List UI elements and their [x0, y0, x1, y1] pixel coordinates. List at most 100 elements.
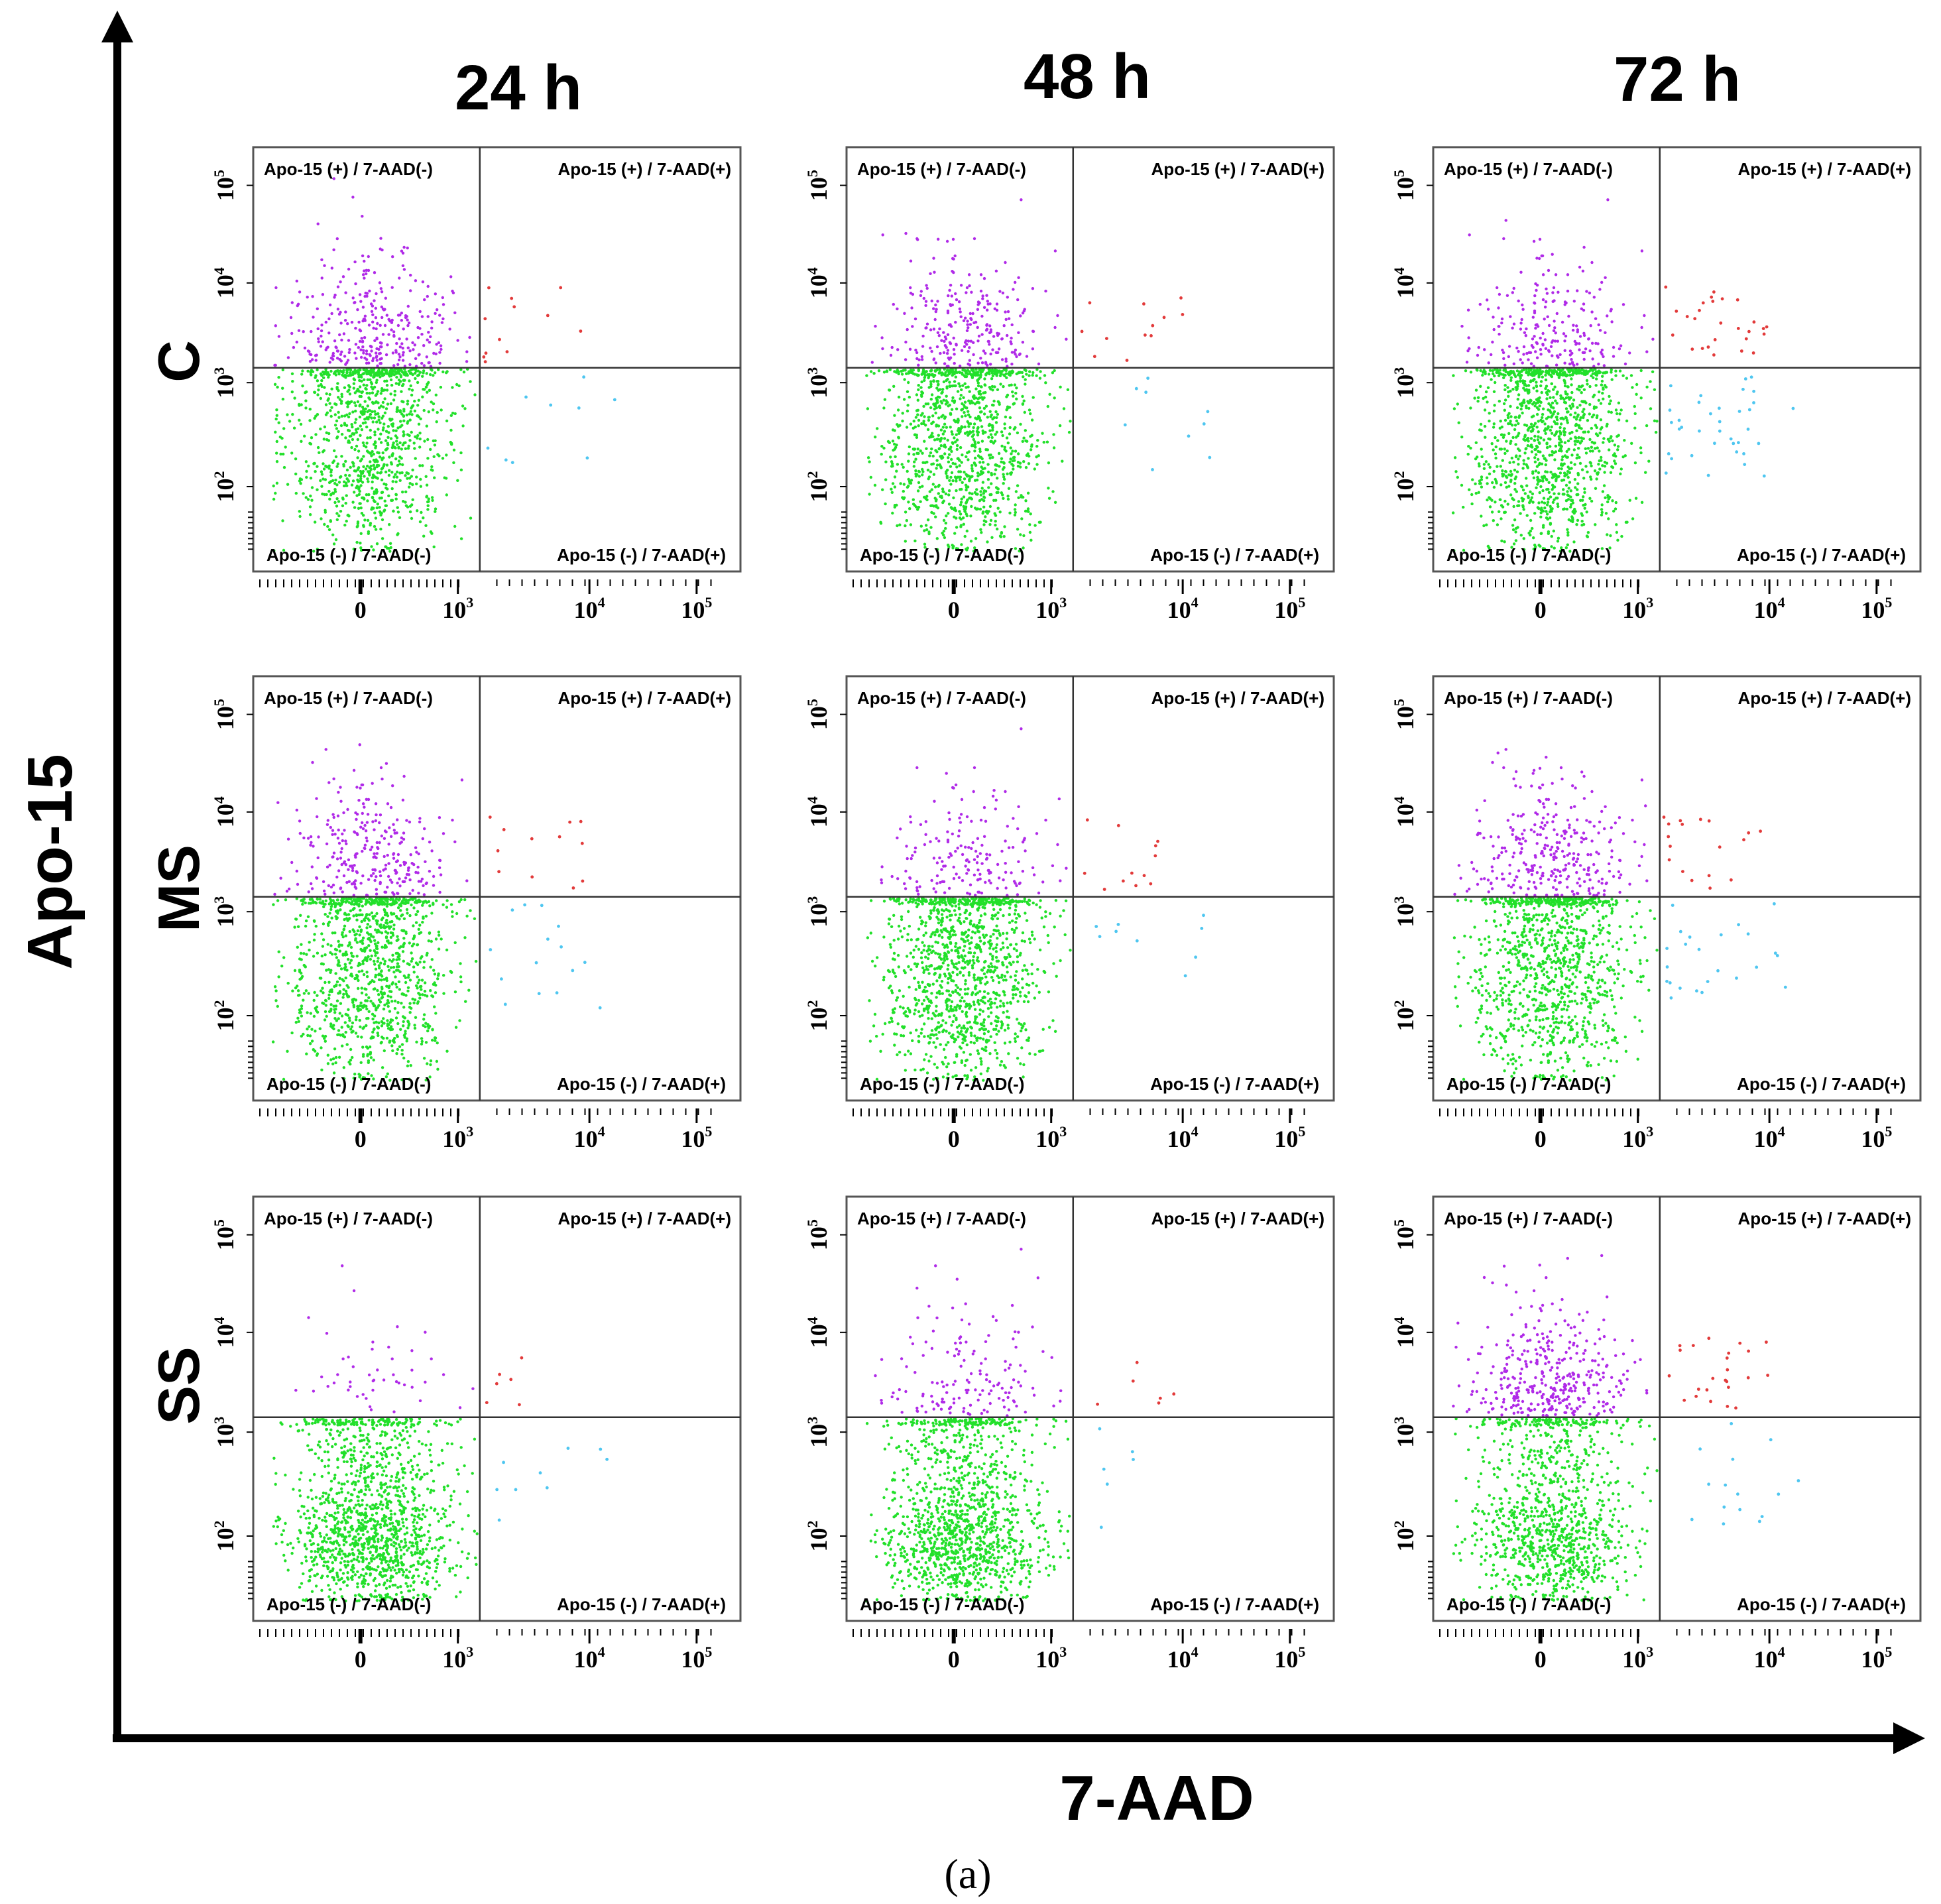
- scatter-point: [906, 390, 910, 393]
- scatter-point: [1002, 473, 1005, 476]
- scatter-point: [994, 269, 998, 272]
- scatter-point: [949, 342, 953, 345]
- scatter-point: [997, 332, 1001, 335]
- scatter-point: [1566, 490, 1569, 493]
- scatter-point: [1555, 373, 1559, 376]
- scatter-point: [1551, 401, 1555, 404]
- scatter-point: [965, 512, 968, 516]
- scatter-point: [935, 463, 939, 467]
- scatter-point: [377, 428, 380, 431]
- scatter-point: [1014, 353, 1017, 356]
- scatter-point: [965, 455, 968, 459]
- scatter-point: [1572, 448, 1576, 451]
- scatter-point: [980, 385, 983, 388]
- scatter-point: [388, 1040, 392, 1043]
- scatter-point: [942, 398, 945, 402]
- scatter-point: [967, 458, 970, 461]
- scatter-point: [377, 418, 381, 422]
- scatter-point: [941, 388, 945, 391]
- scatter-point: [1569, 503, 1573, 506]
- scatter-point: [1029, 435, 1032, 438]
- scatter-point: [324, 403, 328, 406]
- scatter-point: [1539, 485, 1543, 489]
- scatter-point: [1564, 407, 1568, 410]
- scatter-point: [1480, 485, 1484, 489]
- scatter-point: [990, 413, 993, 416]
- scatter-point: [1568, 349, 1572, 353]
- scatter-point: [976, 381, 980, 385]
- scatter-point: [613, 398, 617, 402]
- scatter-point: [445, 493, 448, 497]
- scatter-point: [359, 506, 363, 510]
- scatter-point: [1534, 447, 1537, 451]
- scatter-point: [1513, 477, 1517, 481]
- scatter-point: [343, 523, 347, 527]
- scatter-point: [458, 1019, 461, 1022]
- scatter-point: [1492, 372, 1495, 375]
- scatter-point: [982, 396, 986, 400]
- scatter-point: [980, 440, 984, 443]
- scatter-point: [375, 888, 378, 891]
- scatter-point: [1582, 302, 1586, 306]
- scatter-point: [1732, 442, 1735, 446]
- scatter-point: [917, 481, 921, 485]
- scatter-point: [1549, 495, 1553, 499]
- scatter-point: [379, 432, 382, 436]
- scatter-point: [299, 482, 302, 485]
- scatter-point: [372, 872, 375, 875]
- scatter-point: [966, 320, 969, 323]
- scatter-point: [1589, 324, 1592, 327]
- scatter-point: [988, 505, 992, 508]
- scatter-point: [1576, 289, 1579, 292]
- scatter-point: [995, 374, 998, 377]
- scatter-point: [319, 479, 322, 483]
- scatter-point: [1546, 392, 1549, 396]
- scatter-point: [961, 481, 964, 484]
- scatter-point: [939, 465, 943, 468]
- scatter-point: [373, 466, 377, 469]
- scatter-point: [947, 356, 950, 360]
- scatter-point: [304, 406, 308, 410]
- scatter-point: [976, 454, 980, 457]
- scatter-point: [1604, 276, 1607, 279]
- row-title-ss: SS: [146, 1346, 211, 1424]
- scatter-point: [1584, 465, 1588, 468]
- scatter-point: [1000, 369, 1004, 373]
- scatter-point: [984, 515, 987, 518]
- scatter-point: [1509, 469, 1513, 473]
- scatter-point: [359, 355, 363, 359]
- scatter-point: [1576, 518, 1580, 522]
- scatter-point: [1604, 331, 1607, 334]
- scatter-point: [981, 467, 984, 471]
- scatter-point: [949, 447, 952, 451]
- scatter-point: [925, 498, 929, 502]
- scatter-point: [923, 495, 926, 499]
- scatter-point: [378, 455, 382, 459]
- scatter-point: [1492, 448, 1495, 451]
- scatter-point: [901, 419, 904, 423]
- scatter-point: [925, 322, 929, 326]
- scatter-point: [333, 482, 337, 485]
- scatter-point: [1010, 336, 1013, 340]
- scatter-point: [1599, 418, 1603, 422]
- scatter-point: [579, 329, 583, 333]
- scatter-point: [912, 498, 915, 501]
- scatter-point: [1706, 345, 1710, 349]
- scatter-point: [396, 881, 399, 885]
- scatter-point: [364, 467, 368, 471]
- scatter-point: [381, 414, 385, 418]
- y-tick-exponent: 2: [1391, 471, 1407, 479]
- scatter-point: [1134, 387, 1138, 390]
- scatter-point: [375, 506, 379, 510]
- scatter-point: [406, 989, 410, 992]
- scatter-point: [408, 387, 411, 391]
- scatter-point: [387, 333, 390, 336]
- scatter-point: [348, 1019, 351, 1022]
- scatter-point: [362, 514, 365, 517]
- scatter-point: [1502, 402, 1506, 406]
- scatter-point: [408, 439, 412, 442]
- scatter-point: [1533, 335, 1536, 338]
- scatter-point: [420, 333, 424, 336]
- scatter-point: [1538, 491, 1541, 495]
- scatter-point: [378, 506, 381, 509]
